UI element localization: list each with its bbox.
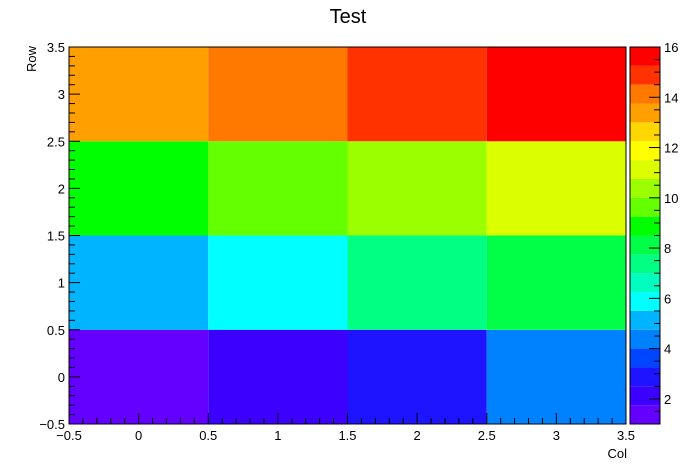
heatmap-cell-r1-c3 [486, 235, 626, 330]
colorbar-segment [630, 216, 660, 236]
colorbar-tick-label: 12 [664, 141, 678, 156]
colorbar-segment [630, 47, 660, 66]
x-tick-label: 0.5 [199, 428, 217, 443]
color-scale-bar: 2 4 6 8 10 12 14 16 [629, 40, 678, 425]
heatmap-cell-r0-c0 [69, 329, 209, 424]
x-axis: −0.5 0 0.5 1 1.5 2 2.5 3 3.5 [56, 413, 635, 443]
y-tick-label: 3 [58, 87, 65, 102]
colorbar-segment [630, 84, 660, 104]
colorbar-tick-label: 2 [664, 392, 671, 407]
y-tick-label: 0 [58, 370, 65, 385]
colorbar-segment [630, 235, 660, 255]
x-tick-label: 1 [274, 428, 281, 443]
heatmap-cell-r3-c3 [486, 47, 626, 142]
y-tick-label: 0.5 [47, 323, 65, 338]
heatmap-cells [69, 47, 626, 424]
x-tick-label: −0.5 [56, 428, 82, 443]
x-tick-label: 1.5 [338, 428, 356, 443]
colorbar-segment [630, 122, 660, 142]
colorbar-segment [630, 367, 660, 387]
y-axis-title: Row [24, 45, 39, 72]
heatmap-cell-r2-c3 [486, 141, 626, 236]
y-axis: −0.5 0 0.5 1 1.5 2 2.5 3 3.5 [39, 40, 80, 432]
y-tick-label: 2.5 [47, 134, 65, 149]
colorbar-segment [630, 310, 660, 330]
colorbar-segment [630, 103, 660, 123]
heatmap-cell-r3-c0 [69, 47, 209, 142]
colorbar-tick-label: 10 [664, 191, 678, 206]
colorbar-tick-label: 14 [664, 90, 678, 105]
x-axis-title: Col [607, 446, 627, 461]
x-tick-label: 0 [135, 428, 142, 443]
colorbar-segment [630, 160, 660, 179]
x-tick-label: 3 [553, 428, 560, 443]
chart-title: Test [330, 6, 367, 28]
heatmap-cell-r2-c1 [208, 141, 348, 236]
y-tick-label: 2 [58, 181, 65, 196]
colorbar-segment [630, 254, 660, 274]
colorbar-segment [630, 141, 660, 161]
colorbar-tick-label: 6 [664, 291, 671, 306]
colorbar-segment [630, 329, 660, 349]
x-tick-label: 2 [414, 428, 421, 443]
y-tick-label: 1 [58, 276, 65, 291]
colorbar-segment [630, 197, 660, 217]
heatmap-cell-r2-c0 [69, 141, 209, 236]
heatmap-cell-r1-c2 [347, 235, 487, 330]
colorbar-tick-label: 8 [664, 241, 671, 256]
heatmap-cell-r1-c0 [69, 235, 209, 330]
heatmap-cell-r0-c2 [347, 329, 487, 424]
heatmap-cell-r2-c2 [347, 141, 487, 236]
heatmap-cell-r0-c1 [208, 329, 348, 424]
colorbar-segment [630, 65, 660, 85]
heatmap-cell-r1-c1 [208, 235, 348, 330]
colorbar-segment [630, 405, 660, 424]
colorbar-segment [630, 273, 660, 293]
heatmap-cell-r0-c3 [486, 329, 626, 424]
colorbar-segment [630, 178, 660, 198]
y-tick-label: −0.5 [39, 417, 65, 432]
colorbar-segment [630, 386, 660, 406]
y-tick-label: 3.5 [47, 40, 65, 55]
colorbar-segment [630, 292, 660, 311]
colorbar-tick-label: 4 [664, 342, 671, 357]
y-tick-label: 1.5 [47, 229, 65, 244]
colorbar-tick-label: 16 [664, 40, 678, 55]
x-tick-label: 3.5 [617, 428, 635, 443]
heatmap-cell-r3-c1 [208, 47, 348, 142]
x-tick-label: 2.5 [478, 428, 496, 443]
colorbar-segment [630, 348, 660, 368]
heatmap-cell-r3-c2 [347, 47, 487, 142]
